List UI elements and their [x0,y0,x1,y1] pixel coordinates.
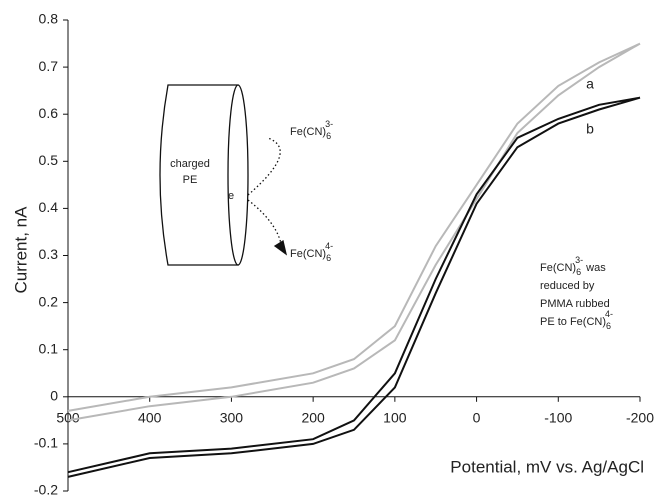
arrow-head [273,239,288,256]
y-tick-label: 0.1 [39,340,59,356]
formula-sup: 3- [575,255,583,265]
y-tick-label: -0.1 [34,435,58,451]
x-tick-label: -200 [626,410,654,426]
diagram-label: charged [170,158,210,170]
electron-path [247,199,283,251]
formula: Fe(CN)6 3- [290,119,333,141]
diagram-label: e [228,190,234,202]
formula: PMMA rubbed [540,298,610,310]
cylinder-face [227,84,249,266]
x-tick-label: 100 [383,410,407,426]
series-label: b [586,121,594,137]
electron-path [247,137,281,196]
y-tick-label: 0 [50,388,58,404]
formula-sup: 4- [325,241,333,251]
formula: reduced by [540,280,595,292]
x-tick-label: -100 [544,410,572,426]
formula-sub: 6 [606,321,611,331]
y-tick-label: 0.2 [39,293,59,309]
formula-sup: 4- [605,309,613,319]
data-line [67,42,641,422]
formula-sup: 3- [325,119,333,129]
x-tick-label: 200 [301,410,325,426]
y-tick-label: 0.3 [39,246,59,262]
y-tick-label: 0.6 [39,105,59,121]
formula-base: PE to Fe(CN) [540,316,606,328]
formula-base: Fe(CN) [290,248,326,260]
x-tick-label: 400 [138,410,162,426]
formula: Fe(CN)6 3- was [540,255,606,277]
x-tick-label: 500 [56,410,80,426]
x-axis-title: Potential, mV vs. Ag/AgCl [450,457,644,476]
formula: Fe(CN)6 4- [290,241,333,263]
cylinder-body [159,84,239,266]
y-tick-label: 0.8 [39,11,59,27]
y-tick-label: 0.7 [39,58,59,74]
y-tick-label: 0.4 [39,199,59,215]
series-label: a [586,76,594,92]
x-tick-label: 300 [220,410,244,426]
y-tick-label: -0.2 [34,482,58,497]
formula-sub: 6 [576,267,581,277]
formula-base: Fe(CN) [540,262,576,274]
diagram [159,84,288,266]
diagram-label: PE [183,174,198,186]
formula-sub: 6 [326,131,331,141]
formula: PE to Fe(CN)6 4- [540,309,613,331]
formula-base: Fe(CN) [290,126,326,138]
y-axis-title: Current, nA [11,206,30,294]
x-tick-label: 0 [473,410,481,426]
y-tick-label: 0.5 [39,152,59,168]
formula-sub: 6 [326,253,331,263]
formula-after: was [583,262,606,274]
data-line [67,96,641,478]
